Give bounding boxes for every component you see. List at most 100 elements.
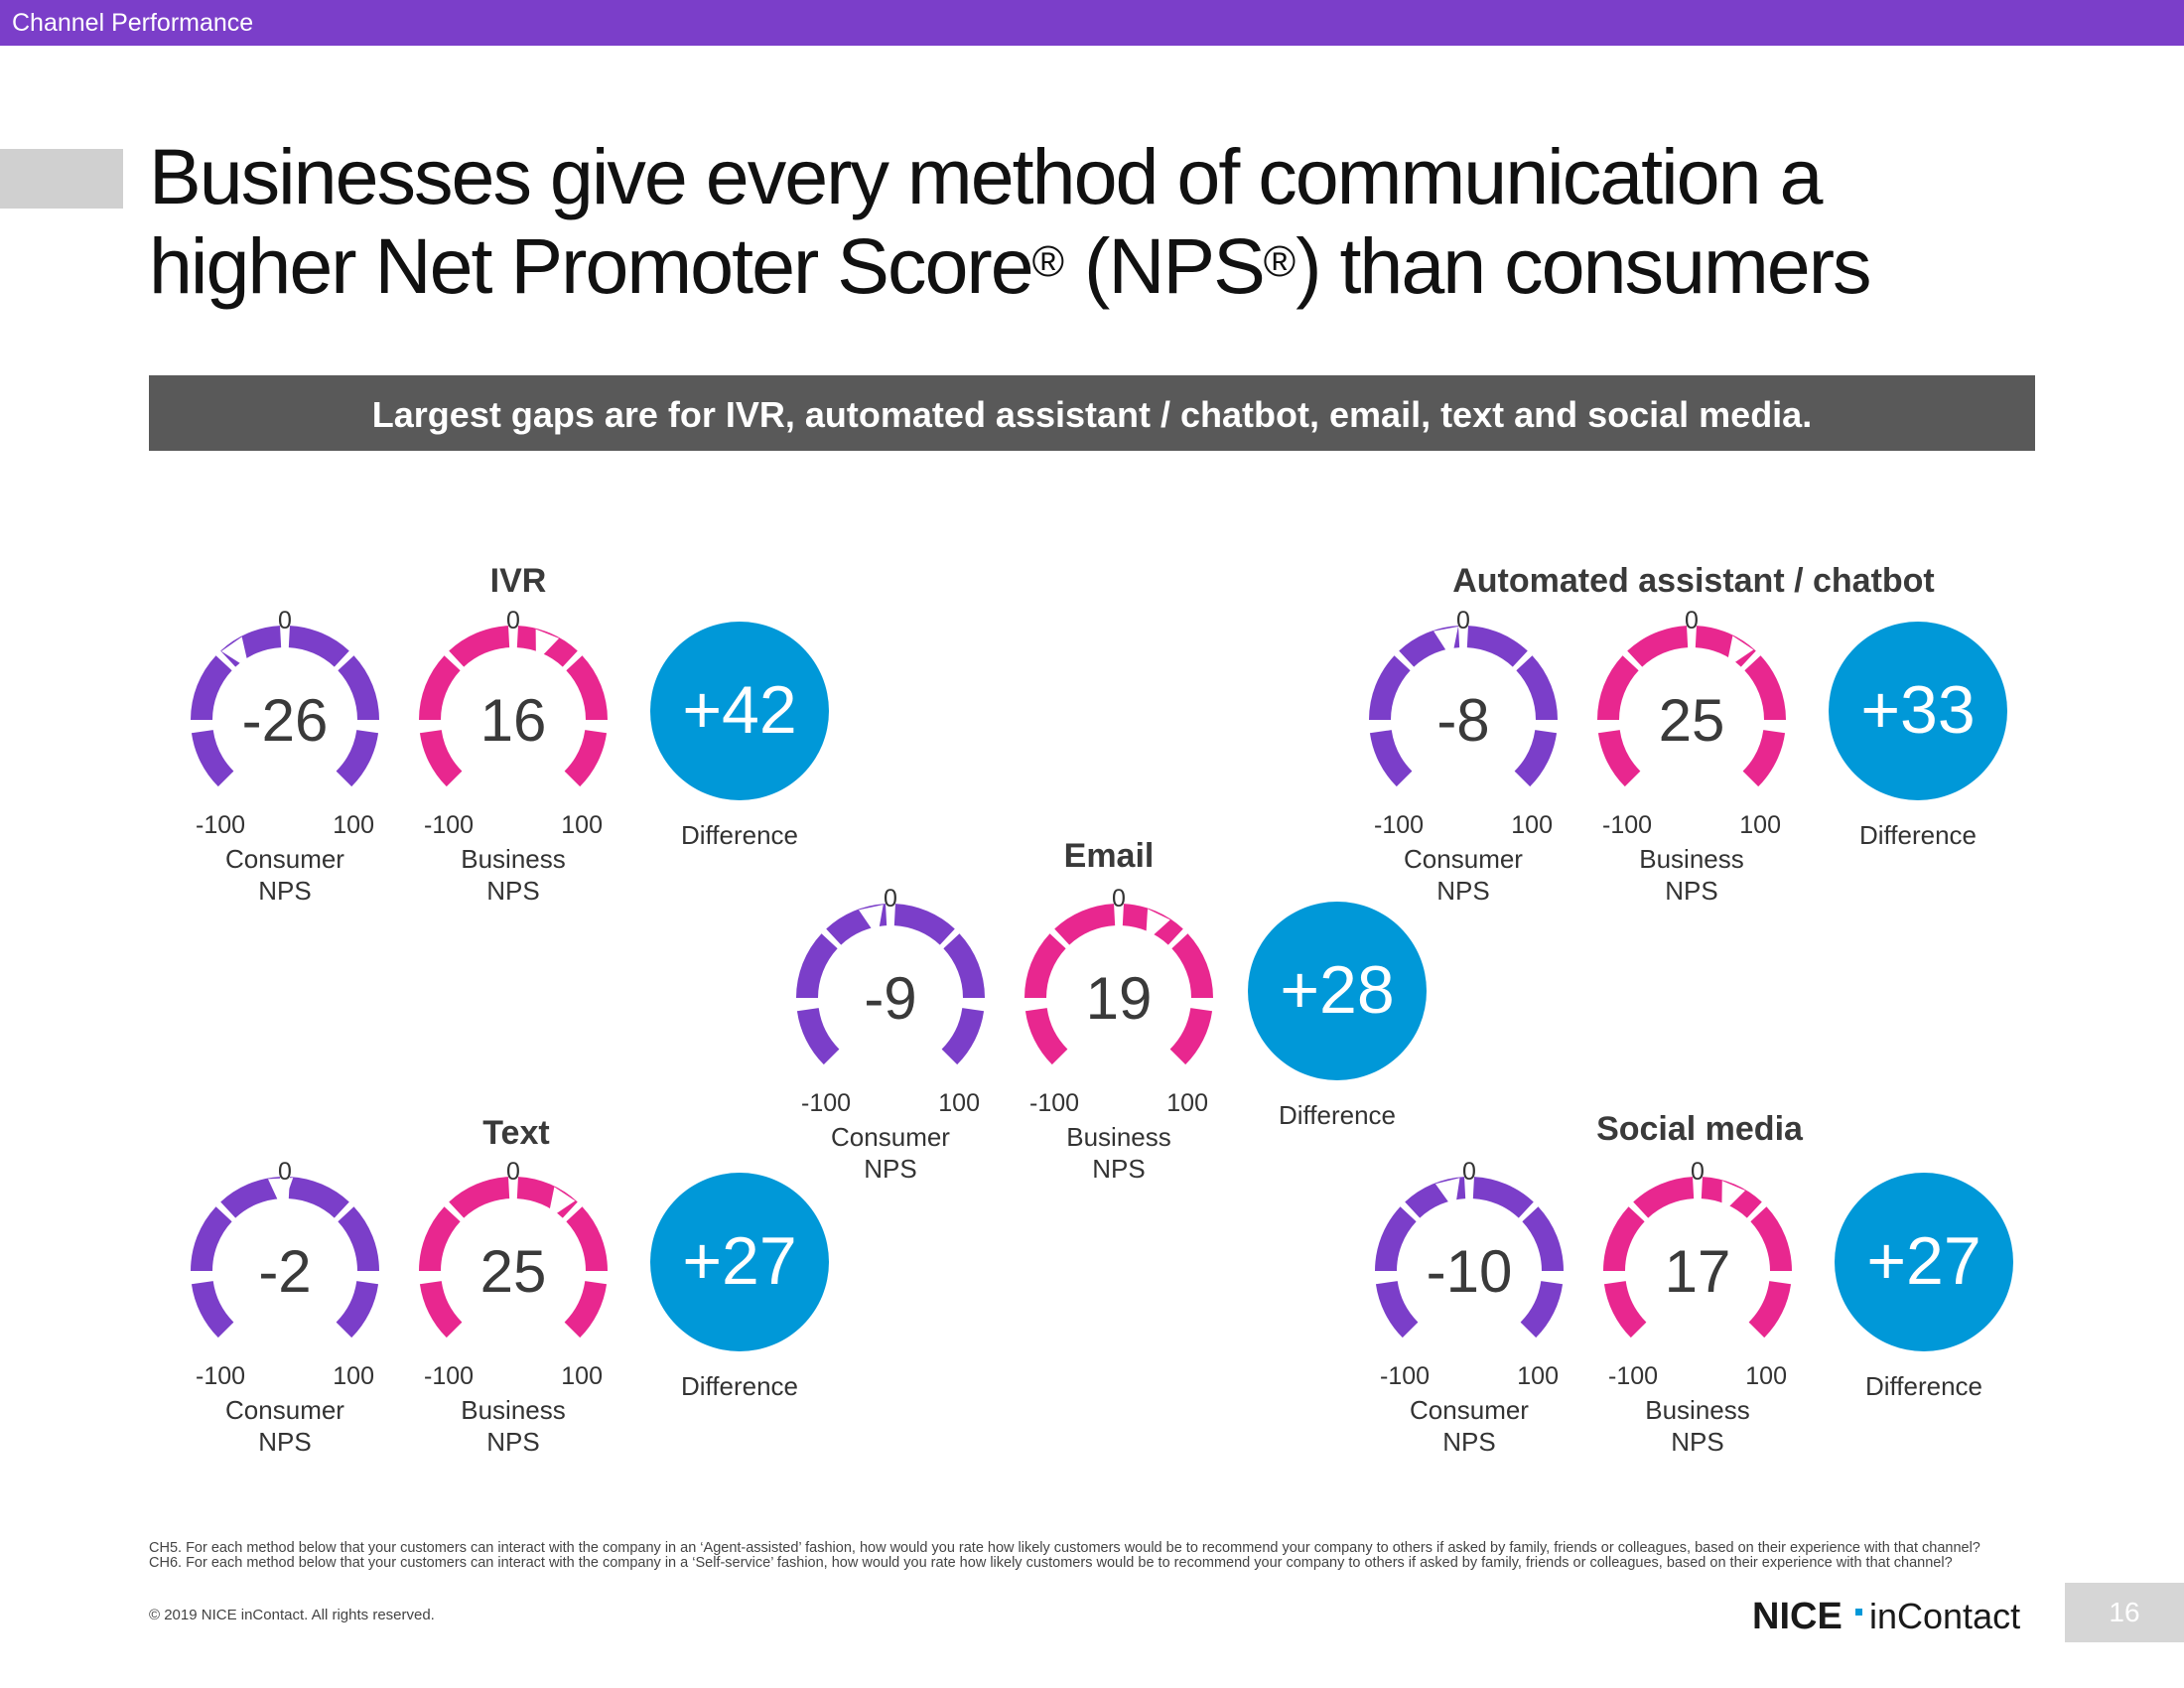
gauge-max-label: 100 <box>333 811 374 839</box>
gauge-marker <box>535 629 560 663</box>
gauge-caption: Business NPS <box>1645 1395 1750 1457</box>
difference-label: Difference <box>1858 820 1978 850</box>
gauge-segment <box>191 1206 232 1272</box>
gauge-segment <box>1054 904 1116 945</box>
nps-gauge: 0 -10 -100 100 Consumer NPS <box>1370 1158 1569 1457</box>
gauge-segment <box>564 1280 608 1338</box>
gauge-segment <box>1695 626 1756 667</box>
page-number-box: 16 <box>2065 1583 2184 1642</box>
page-number: 16 <box>2109 1597 2140 1627</box>
difference-circle: +28 Difference <box>1248 902 1427 1130</box>
difference-circle: +27 Difference <box>650 1173 829 1401</box>
nice-incontact-logo: NICE inContact <box>1752 1596 2020 1637</box>
gauge-max-label: 100 <box>561 1362 603 1390</box>
gauge-segment <box>1627 626 1689 667</box>
registered-mark: ® <box>1031 237 1065 286</box>
gauge-caption: Consumer NPS <box>1410 1395 1529 1457</box>
gauge-segment <box>893 904 955 945</box>
gauge-segment <box>1522 1206 1564 1272</box>
gauge-segment <box>449 626 510 667</box>
gauge-segment <box>516 1177 578 1218</box>
gauge-min-label: -100 <box>1029 1089 1080 1117</box>
gauge-segment <box>943 933 985 999</box>
gauge-min-label: -100 <box>424 1362 475 1390</box>
gauge-segment <box>1169 1007 1213 1065</box>
gauge-segment <box>191 655 232 721</box>
gauge-value: -8 <box>1436 687 1490 754</box>
nps-gauge: 0 25 -100 100 Business NPS <box>1592 607 1791 906</box>
difference-value: +27 <box>682 1223 797 1299</box>
nps-gauge: 0 17 -100 100 Business NPS <box>1598 1158 1797 1457</box>
gauge-segment <box>1375 1206 1417 1272</box>
gauge-arc <box>1597 626 1786 787</box>
gauge-segment <box>191 1280 234 1338</box>
title-accent-block <box>0 149 123 209</box>
gauge-segment <box>338 655 379 721</box>
gauge-segment <box>419 1280 463 1338</box>
gauge-marker <box>1434 1178 1460 1211</box>
gauge-min-label: -100 <box>1608 1362 1659 1390</box>
gauge-min-label: -100 <box>424 811 475 839</box>
gauge-max-label: 100 <box>333 1362 374 1390</box>
gauge-segment <box>338 1206 379 1272</box>
gauge-segment <box>796 1007 840 1065</box>
gauge-arc <box>1369 626 1558 787</box>
gauge-marker <box>1725 635 1754 669</box>
difference-value: +27 <box>1866 1223 1981 1299</box>
gauge-segment <box>1597 655 1639 721</box>
gauge-min-label: -100 <box>1380 1362 1431 1390</box>
footnote: CH5. For each method below that your cus… <box>149 1540 1980 1571</box>
difference-circle: +33 Difference <box>1829 622 2007 850</box>
gauge-zero-label: 0 <box>506 607 520 634</box>
gauge-max-label: 100 <box>1745 1362 1787 1390</box>
gauge-caption: Business NPS <box>1066 1122 1171 1184</box>
gauge-max-label: 100 <box>1739 811 1781 839</box>
gauge-segment <box>1472 1177 1534 1218</box>
gauge-marker <box>1721 1181 1746 1214</box>
title-line-1: Businesses give every method of communic… <box>149 132 1823 220</box>
gauge-segment <box>1369 729 1413 787</box>
logo-brand-text: inContact <box>1869 1596 2020 1636</box>
nps-gauge: 0 -9 -100 100 Consumer NPS <box>791 885 990 1184</box>
difference-label: Difference <box>680 1371 799 1401</box>
gauge-marker <box>859 905 884 938</box>
registered-mark: ® <box>1263 237 1297 286</box>
gauge-value: 17 <box>1664 1238 1731 1305</box>
gauge-segment <box>419 729 463 787</box>
nps-gauge: 0 19 -100 100 Business NPS <box>1020 885 1218 1184</box>
gauge-segment <box>191 729 234 787</box>
gauge-zero-label: 0 <box>1462 1158 1476 1186</box>
gauge-segment <box>566 1206 608 1272</box>
banner-text: Largest gaps are for IVR, automated assi… <box>371 394 1813 435</box>
nps-gauge: 0 25 -100 100 Business NPS <box>414 1158 613 1457</box>
difference-value: +42 <box>682 672 797 748</box>
channel-title: Text <box>482 1114 550 1152</box>
gauge-segment <box>336 729 379 787</box>
gauge-segment <box>1375 1280 1419 1338</box>
gauge-segment <box>288 1177 349 1218</box>
gauge-arc <box>191 626 379 787</box>
gauge-caption: Business NPS <box>461 1395 566 1457</box>
title-line-2b: (NPS <box>1064 221 1266 310</box>
difference-label: Difference <box>680 820 799 850</box>
gauge-zero-label: 0 <box>1685 607 1699 634</box>
gauge-value: -9 <box>864 965 917 1032</box>
gauge-segment <box>796 933 838 999</box>
gauge-segment <box>1514 729 1558 787</box>
channel-title: Email <box>1063 837 1155 875</box>
gauge-max-label: 100 <box>561 811 603 839</box>
gauge-segment <box>1748 1280 1792 1338</box>
gauge-arc <box>191 1177 379 1338</box>
difference-value: +28 <box>1280 952 1395 1028</box>
gauge-max-label: 100 <box>938 1089 980 1117</box>
gauge-segment <box>1633 1177 1695 1218</box>
gauge-value: 16 <box>479 687 547 754</box>
nps-gauge: 0 16 -100 100 Business NPS <box>414 607 613 906</box>
gauge-min-label: -100 <box>801 1089 852 1117</box>
logo-nice-text: NICE <box>1752 1596 1843 1637</box>
gauge-value: 25 <box>1658 687 1725 754</box>
gauge-segment <box>941 1007 985 1065</box>
gauge-caption: Consumer NPS <box>1404 844 1523 906</box>
logo-dot <box>1855 1609 1862 1616</box>
top-bar: Channel Performance <box>0 0 2184 46</box>
